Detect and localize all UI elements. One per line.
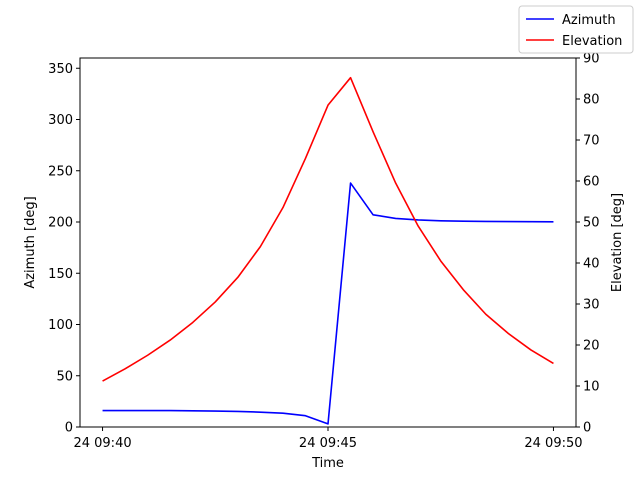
legend-elevation-label: Elevation bbox=[562, 34, 622, 49]
x-tick-label: 24 09:40 bbox=[73, 436, 131, 451]
left-tick-label: 0 bbox=[65, 421, 73, 436]
right-tick-label: 0 bbox=[583, 421, 591, 436]
x-tick-label: 24 09:50 bbox=[524, 436, 582, 451]
right-tick-label: 80 bbox=[583, 93, 600, 108]
x-tick-label: 24 09:45 bbox=[299, 436, 357, 451]
x-axis-ticks: 24 09:40 24 09:45 24 09:50 bbox=[73, 427, 583, 451]
x-axis-label: Time bbox=[311, 456, 344, 471]
left-tick-label: 100 bbox=[48, 318, 73, 333]
right-axis-ticks: 0 10 20 30 40 50 60 70 80 90 bbox=[576, 52, 600, 436]
left-tick-label: 200 bbox=[48, 216, 73, 231]
left-tick-label: 50 bbox=[56, 369, 73, 384]
legend-box bbox=[518, 5, 634, 54]
series-line-elevation bbox=[102, 76, 554, 382]
left-tick-label: 250 bbox=[48, 164, 73, 179]
legend: Azimuth Elevation bbox=[518, 5, 634, 54]
series-layer bbox=[102, 76, 554, 425]
left-tick-label: 350 bbox=[48, 62, 73, 77]
right-tick-label: 40 bbox=[583, 257, 600, 272]
right-tick-label: 50 bbox=[583, 216, 600, 231]
left-tick-label: 300 bbox=[48, 113, 73, 128]
left-tick-label: 150 bbox=[48, 267, 73, 282]
right-axis-label: Elevation [deg] bbox=[610, 193, 625, 292]
right-tick-label: 10 bbox=[583, 380, 600, 395]
left-axis-label: Azimuth [deg] bbox=[23, 196, 38, 288]
right-tick-label: 70 bbox=[583, 134, 600, 149]
series-line-azimuth bbox=[102, 182, 554, 425]
plot-frame bbox=[79, 57, 577, 428]
right-tick-label: 20 bbox=[583, 339, 600, 354]
right-tick-label: 30 bbox=[583, 298, 600, 313]
right-tick-label: 60 bbox=[583, 175, 600, 190]
legend-azimuth-label: Azimuth bbox=[562, 13, 616, 28]
left-axis-ticks: 0 50 100 150 200 250 300 350 bbox=[48, 62, 80, 436]
right-tick-label: 90 bbox=[583, 52, 600, 67]
